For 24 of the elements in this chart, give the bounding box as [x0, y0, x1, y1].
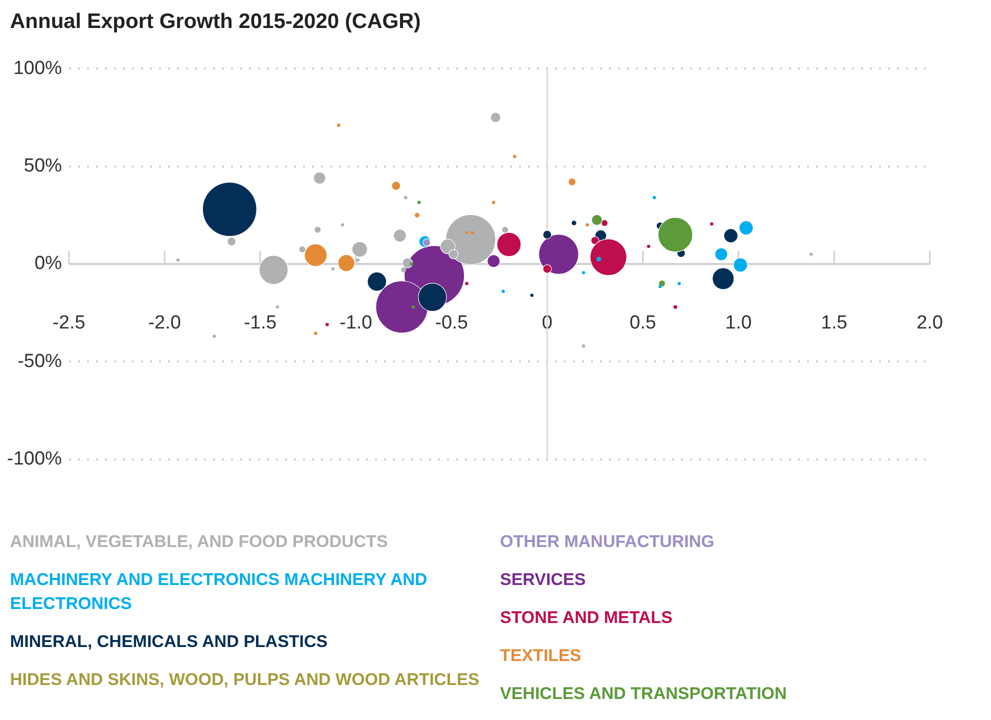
x-tick-label: 1.5: [820, 312, 848, 334]
y-tick-label: 50%: [24, 156, 62, 177]
text: MINERAL, CHEMICALS AND PLASTICS: [10, 631, 329, 653]
x-tick-label: 1.0: [725, 312, 752, 334]
chart-title: Annual Export Growth 2015-2020 (CAGR): [10, 10, 421, 34]
x-tick-label: 2.0: [916, 312, 944, 334]
text: ANIMAL, VEGETABLE, AND FOOD PRODUCTS: [10, 531, 389, 553]
text: SERVICES: [500, 569, 587, 591]
y-tick-label: -100%: [7, 448, 62, 470]
legend-label: HIDES AND SKINS, WOOD, PULPS AND WOOD ARTICLES: [10, 669, 480, 691]
text: OTHER MANUFACTURING: [500, 531, 716, 553]
y-tick-label: 0%: [34, 253, 62, 274]
y-tick-label: -50%: [18, 350, 62, 372]
x-tick-label: -0.5: [435, 312, 468, 334]
x-tick-label: -1.0: [340, 312, 372, 334]
text: VEHICLES AND TRANSPORTATION: [500, 683, 788, 705]
text: STONE AND METALS: [500, 607, 674, 629]
y-tick-label: 100%: [13, 58, 62, 79]
x-tick-label: -1.5: [244, 312, 277, 334]
text: TEXTILES: [500, 645, 582, 667]
x-tick-label: -2.0: [148, 312, 181, 334]
x-tick-label: -2.5: [52, 312, 86, 334]
x-tick-label: 0.5: [630, 312, 656, 334]
text: MACHINERY AND ELECTRONICS MACHINERY AND ELECTRONICS: [10, 569, 428, 615]
